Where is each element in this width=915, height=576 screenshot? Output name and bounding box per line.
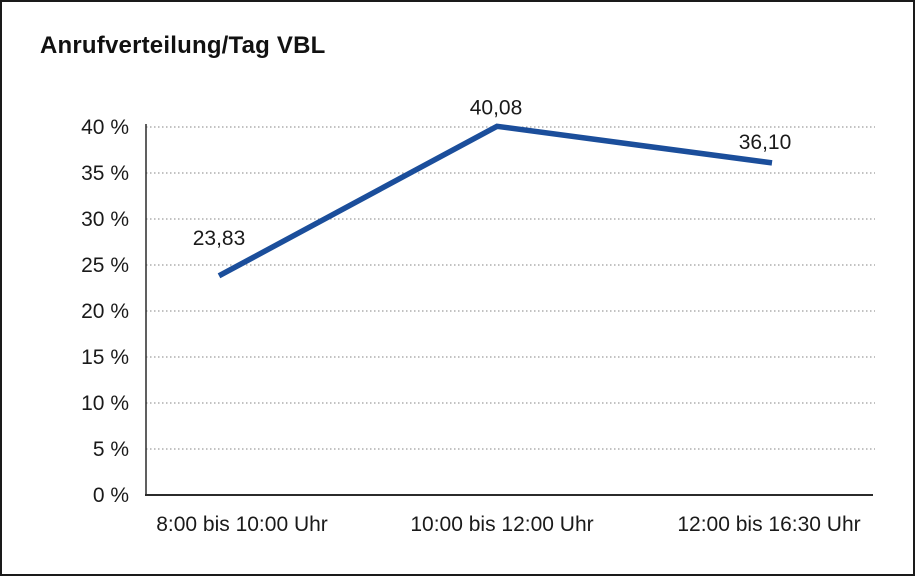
- y-tick-label: 10 %: [81, 392, 129, 415]
- data-point-label: 40,08: [470, 96, 523, 119]
- data-line-series: [217, 123, 773, 279]
- y-tick-label: 25 %: [81, 254, 129, 277]
- x-category-label: 8:00 bis 10:00 Uhr: [156, 513, 328, 536]
- data-point-label: 36,10: [739, 131, 792, 154]
- x-category-label: 10:00 bis 12:00 Uhr: [410, 513, 593, 536]
- y-tick-label: 40 %: [81, 116, 129, 139]
- y-tick-label: 0 %: [93, 484, 129, 507]
- y-tick-label: 5 %: [93, 438, 129, 461]
- y-tick-label: 15 %: [81, 346, 129, 369]
- y-tick-label: 20 %: [81, 300, 129, 323]
- y-tick-label: 35 %: [81, 162, 129, 185]
- y-tick-label: 30 %: [81, 208, 129, 231]
- chart-title: Anrufverteilung/Tag VBL: [40, 32, 326, 59]
- x-category-label: 12:00 bis 16:30 Uhr: [677, 513, 860, 536]
- data-point-label: 23,83: [193, 227, 246, 250]
